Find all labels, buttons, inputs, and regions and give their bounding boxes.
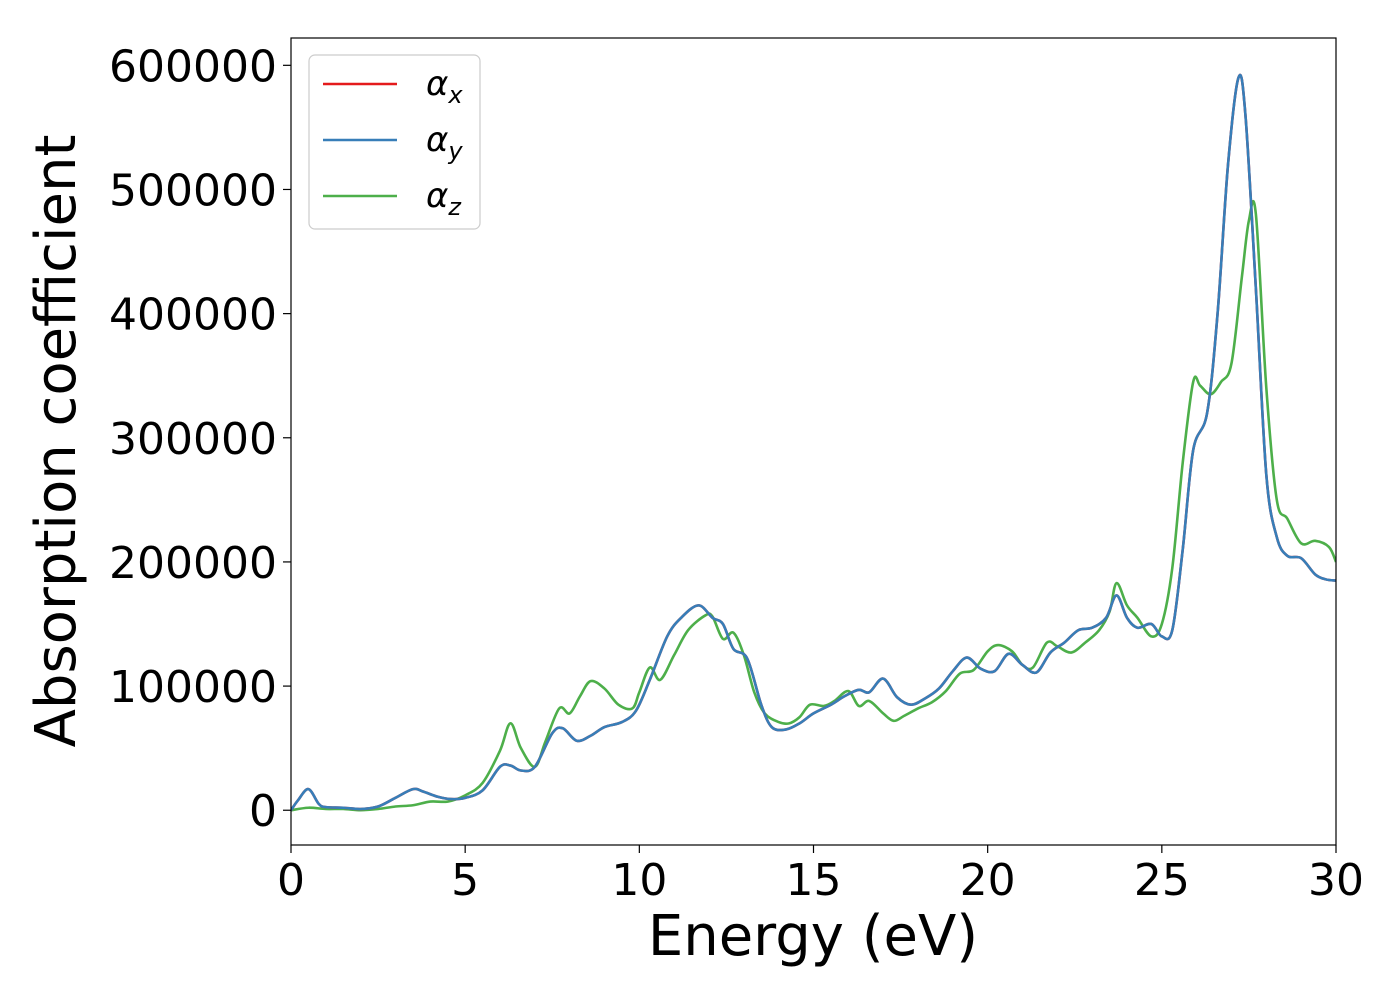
plot-lines [291, 73, 1336, 812]
series-line-y [291, 73, 1336, 811]
y-tick-label: 500000 [109, 165, 277, 216]
y-tick-label: 400000 [109, 290, 277, 341]
x-axis-title: Energy (eV) [648, 904, 978, 969]
y-tick-label: 600000 [109, 41, 277, 92]
x-tick-label: 5 [451, 855, 479, 906]
x-tick-label: 10 [611, 855, 667, 906]
y-tick-label: 0 [249, 786, 277, 837]
y-tick-label: 300000 [109, 414, 277, 465]
legend-box [308, 54, 481, 230]
x-tick-label: 0 [277, 855, 305, 906]
x-tick-label: 25 [1134, 855, 1190, 906]
x-tick-label: 30 [1308, 855, 1364, 906]
x-tick-label: 15 [786, 855, 842, 906]
x-axis: 0 5 10 15 20 25 30 [277, 845, 1364, 906]
y-axis-title: Absorption coefficient [24, 135, 89, 748]
y-axis: 0 100000 200000 300000 400000 500000 600000 [109, 41, 291, 837]
y-tick-label: 200000 [109, 538, 277, 589]
series-line-z [291, 199, 1336, 812]
legend-label-z: αz [426, 176, 462, 221]
y-tick-label: 100000 [109, 662, 277, 713]
x-tick-label: 20 [960, 855, 1016, 906]
